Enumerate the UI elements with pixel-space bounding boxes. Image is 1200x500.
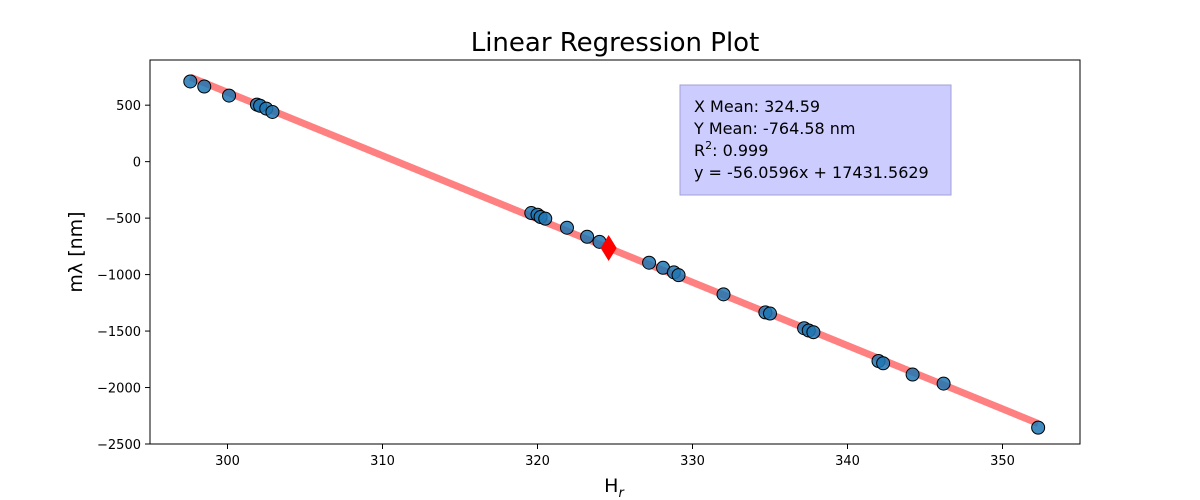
y-tick-label: −1500 [97, 325, 141, 340]
x-tick-label: 330 [680, 454, 705, 469]
stats-r-squared-value: : 0.999 [712, 141, 768, 160]
stats-r-squared: R2: 0.999 [694, 139, 768, 160]
data-point [936, 376, 951, 391]
x-tick-label: 320 [525, 454, 550, 469]
y-tick-label: 500 [116, 99, 141, 114]
data-point [642, 255, 657, 270]
stats-r-squared-superscript: 2 [705, 139, 712, 152]
stats-box: X Mean: 324.59 Y Mean: -764.58 nm R2: 0.… [679, 84, 952, 196]
data-point [559, 220, 574, 235]
stats-equation: y = -56.0596x + 17431.5629 [694, 163, 929, 182]
mean-point-marker [600, 234, 617, 261]
stats-y-mean: Y Mean: -764.58 nm [693, 119, 856, 138]
stats-r-squared-prefix: R [694, 141, 705, 160]
data-point [222, 88, 237, 103]
data-point [876, 356, 891, 371]
x-axis: 300 310 320 330 340 350 [215, 444, 1015, 469]
stats-x-mean: X Mean: 324.59 [694, 97, 820, 116]
data-point [265, 104, 280, 119]
y-tick-label: −2000 [97, 382, 141, 397]
y-tick-label: −2500 [97, 438, 141, 453]
chart-title: Linear Regression Plot [471, 28, 760, 58]
y-axis: 500 0 −500 −1000 −1500 −2000 −2500 [97, 99, 150, 453]
x-axis-title: Hr [604, 475, 625, 500]
mean-marker-layer [600, 234, 617, 261]
data-point [538, 211, 553, 226]
data-point [580, 229, 595, 244]
x-tick-label: 300 [215, 454, 240, 469]
x-tick-label: 340 [835, 454, 860, 469]
data-point [1031, 420, 1046, 435]
y-tick-label: −500 [105, 212, 141, 227]
y-axis-title: mλ [nm] [65, 211, 87, 292]
y-tick-label: 0 [133, 156, 141, 171]
x-axis-title-main: H [604, 475, 618, 497]
x-tick-label: 310 [370, 454, 395, 469]
y-tick-label: −1000 [97, 269, 141, 284]
data-point [905, 367, 920, 382]
stats-box-background [679, 84, 952, 196]
data-point [197, 79, 212, 94]
data-point [716, 287, 731, 302]
data-point [763, 306, 777, 321]
data-point [183, 74, 198, 89]
x-axis-title-subscript: r [618, 486, 625, 500]
points-layer [183, 74, 1046, 435]
data-point [806, 325, 821, 340]
x-tick-label: 350 [990, 454, 1015, 469]
data-point [671, 268, 686, 283]
